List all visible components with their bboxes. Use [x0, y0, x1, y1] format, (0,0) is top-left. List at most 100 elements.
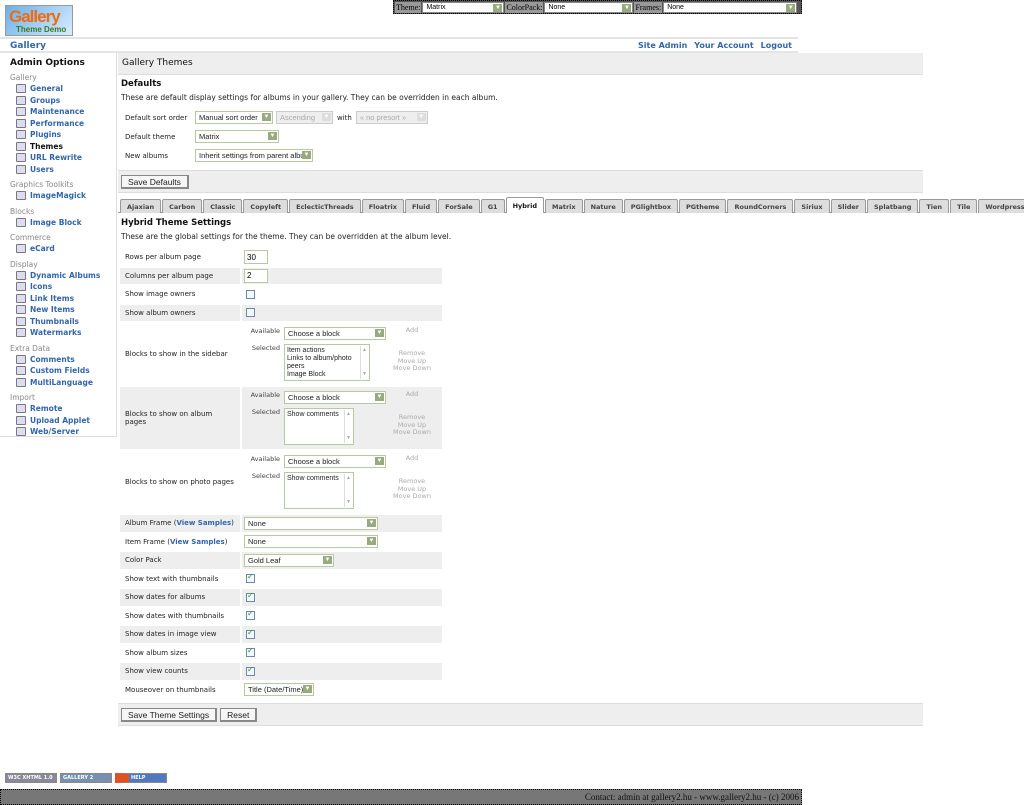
- list-scrollbar[interactable]: ▲ ▼: [344, 474, 352, 507]
- default-theme-select[interactable]: Matrix ▼: [195, 130, 279, 143]
- logout-link[interactable]: Logout: [760, 41, 792, 50]
- selected-block-item[interactable]: Links to album/photo peers: [287, 355, 352, 370]
- sidebar-item-label[interactable]: Dynamic Albums: [30, 270, 101, 280]
- move-down-button[interactable]: Move Down: [393, 492, 431, 500]
- tab-matrix[interactable]: Matrix: [544, 199, 583, 213]
- sidebar-item-label[interactable]: Image Block: [30, 217, 82, 227]
- sidebar-item-label[interactable]: MultiLanguage: [30, 377, 93, 387]
- sidebar-item-general[interactable]: General: [16, 83, 116, 95]
- remove-button[interactable]: Remove: [398, 413, 426, 421]
- sidebar-item-performance[interactable]: Performance: [16, 118, 116, 130]
- your-account-link[interactable]: Your Account: [694, 41, 754, 50]
- rows-per-album-page-input[interactable]: [244, 250, 268, 265]
- selected-blocks-list[interactable]: Item actions Links to album/photo peers Im…: [284, 344, 370, 381]
- tab-wordpressembedded[interactable]: WordpressEmbedded: [978, 199, 1024, 213]
- sidebar-item-multilanguage[interactable]: MultiLanguage: [16, 377, 116, 389]
- tab-pglightbox[interactable]: PGlightbox: [623, 199, 679, 213]
- tab-splatbang[interactable]: Splatbang: [866, 199, 919, 213]
- tab-ajaxian[interactable]: Ajaxian: [120, 199, 162, 213]
- remove-button[interactable]: Remove: [398, 349, 426, 357]
- gallery-logo[interactable]: Gallery Theme Demo: [5, 5, 73, 36]
- selected-block-item[interactable]: Image Block: [287, 371, 326, 378]
- tab-hybrid[interactable]: Hybrid: [505, 197, 544, 213]
- move-down-button[interactable]: Move Down: [393, 364, 431, 372]
- move-up-button[interactable]: Move Up: [397, 356, 427, 365]
- sidebar-item-thumbnails[interactable]: Thumbnails: [16, 316, 116, 328]
- show-dates-with-thumbnails-checkbox[interactable]: [246, 609, 255, 621]
- view-samples-link[interactable]: View Samples: [169, 537, 225, 546]
- tab-carbon[interactable]: Carbon: [162, 199, 203, 213]
- album-frame-select[interactable]: None ▼: [244, 516, 378, 530]
- color-pack-select[interactable]: Gold Leaf ▼: [244, 553, 334, 567]
- available-block-select[interactable]: Choose a block ▼: [284, 327, 386, 340]
- sidebar-item-url-rewrite[interactable]: URL Rewrite: [16, 152, 116, 164]
- frames-select[interactable]: None ▼: [663, 1, 798, 13]
- selected-block-item[interactable]: Item actions: [287, 347, 325, 354]
- sidebar-item-web-server[interactable]: Web/Server: [16, 426, 116, 438]
- selected-blocks-list[interactable]: Show comments ▲ ▼: [284, 408, 354, 445]
- sidebar-item-ecard[interactable]: eCard: [16, 243, 116, 255]
- available-block-select[interactable]: Choose a block ▼: [284, 455, 386, 468]
- theme-select[interactable]: Matrix ▼: [422, 1, 505, 13]
- columns-per-album-page-input[interactable]: [244, 268, 268, 283]
- view-samples-link[interactable]: View Samples: [176, 519, 232, 528]
- sidebar-item-label[interactable]: Themes: [30, 141, 63, 151]
- move-up-button[interactable]: Move Up: [397, 484, 427, 493]
- show-dates-for-albums-checkbox[interactable]: [246, 591, 255, 602]
- tab-pgtheme[interactable]: PGtheme: [679, 199, 727, 213]
- sidebar-item-label[interactable]: eCard: [30, 244, 55, 254]
- new-albums-select[interactable]: Inherit settings from parent album ▼: [195, 149, 313, 162]
- sidebar-item-icons[interactable]: Icons: [16, 281, 116, 293]
- help-gallery-badge[interactable]: HELP GALLERY!: [115, 773, 167, 789]
- sidebar-item-groups[interactable]: Groups: [16, 95, 116, 107]
- sidebar-item-label[interactable]: Maintenance: [30, 107, 85, 117]
- reset-button[interactable]: Reset: [220, 708, 258, 722]
- show-dates-in-image-view-checkbox[interactable]: [246, 628, 255, 639]
- sidebar-item-image-block[interactable]: Image Block: [16, 217, 116, 229]
- sidebar-item-plugins[interactable]: Plugins: [16, 129, 116, 141]
- sidebar-item-users[interactable]: Users: [16, 164, 116, 176]
- add-block-button[interactable]: Add: [405, 326, 419, 334]
- sidebar-item-link-items[interactable]: Link Items: [16, 293, 116, 305]
- sidebar-item-label[interactable]: Comments: [30, 354, 75, 364]
- sidebar-item-label[interactable]: Plugins: [30, 130, 62, 140]
- sidebar-item-label[interactable]: New Items: [30, 305, 75, 315]
- w3c-xhtml-badge[interactable]: W3C XHTML 1.0: [5, 773, 57, 783]
- selected-block-item[interactable]: Show comments: [287, 411, 339, 418]
- sidebar-item-label[interactable]: URL Rewrite: [30, 153, 82, 163]
- sidebar-item-label[interactable]: Users: [30, 164, 54, 174]
- colorpack-select[interactable]: None ▼: [544, 1, 634, 13]
- sidebar-item-new-items[interactable]: New Items: [16, 304, 116, 316]
- show-text-with-thumbnails-checkbox[interactable]: [246, 572, 255, 584]
- remove-button[interactable]: Remove: [398, 477, 426, 485]
- available-block-select[interactable]: Choose a block ▼: [284, 391, 386, 404]
- list-scrollbar[interactable]: ▲ ▼: [360, 346, 368, 379]
- sidebar-item-label[interactable]: Performance: [30, 118, 85, 128]
- tab-roundcorners[interactable]: RoundCorners: [727, 199, 794, 213]
- show-image-owners-checkbox[interactable]: [246, 289, 255, 299]
- sidebar-item-label[interactable]: Groups: [30, 95, 61, 105]
- presort-select[interactable]: « no presort » ▼: [355, 111, 428, 124]
- sidebar-item-dynamic-albums[interactable]: Dynamic Albums: [16, 270, 116, 282]
- tab-tien[interactable]: Tien: [919, 199, 950, 213]
- sidebar-item-maintenance[interactable]: Maintenance: [16, 106, 116, 118]
- tab-nature[interactable]: Nature: [583, 199, 623, 213]
- tab-tile[interactable]: Tile: [950, 199, 978, 213]
- gallery2-badge[interactable]: GALLERY 2: [60, 773, 112, 783]
- list-scrollbar[interactable]: ▲ ▼: [344, 410, 352, 443]
- sidebar-item-imagemagick[interactable]: ImageMagick: [16, 190, 116, 202]
- site-admin-link[interactable]: Site Admin: [638, 41, 688, 50]
- sidebar-item-label[interactable]: Custom Fields: [30, 366, 90, 376]
- sidebar-item-label[interactable]: Thumbnails: [30, 316, 79, 326]
- tab-fluid[interactable]: Fluid: [404, 199, 438, 213]
- tab-forsale[interactable]: ForSale: [438, 199, 480, 213]
- sidebar-item-label[interactable]: Icons: [30, 282, 53, 292]
- sort-order-select[interactable]: Manual sort order ▼: [195, 111, 273, 124]
- sidebar-item-label[interactable]: Watermarks: [30, 328, 82, 338]
- tab-classic[interactable]: Classic: [203, 199, 243, 213]
- add-block-button[interactable]: Add: [405, 390, 419, 398]
- sidebar-item-label[interactable]: Remote: [30, 404, 63, 414]
- mouseover-on-thumbnails-select[interactable]: Title (Date/Time) ▼: [244, 683, 314, 697]
- selected-block-item[interactable]: Show comments: [287, 475, 339, 482]
- sidebar-item-remote[interactable]: Remote: [16, 403, 116, 415]
